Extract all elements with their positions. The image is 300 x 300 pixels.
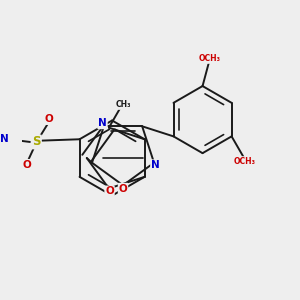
Text: OCH₃: OCH₃ <box>199 54 220 63</box>
Text: N: N <box>151 160 160 170</box>
Text: S: S <box>32 135 41 148</box>
Text: CH₃: CH₃ <box>115 100 131 109</box>
Text: O: O <box>44 114 53 124</box>
Text: O: O <box>105 186 114 197</box>
Text: N: N <box>0 134 9 144</box>
Text: O: O <box>23 160 32 170</box>
Text: OCH₃: OCH₃ <box>233 157 255 166</box>
Text: O: O <box>118 184 127 194</box>
Text: N: N <box>98 118 107 128</box>
